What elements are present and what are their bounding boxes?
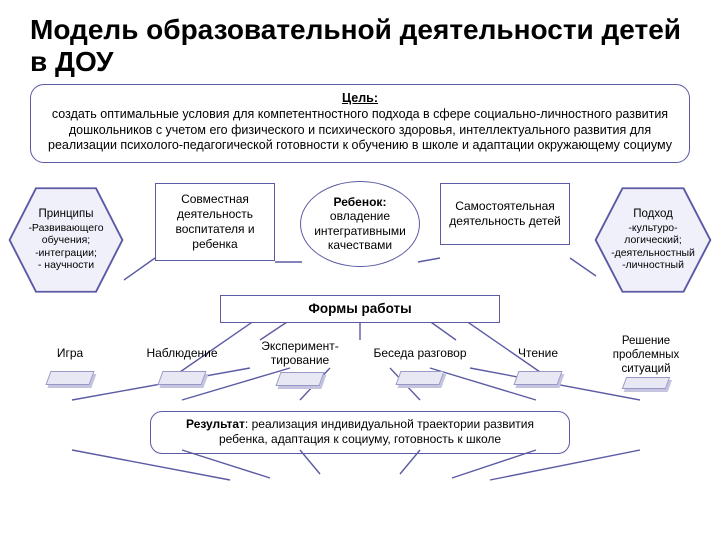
form-item-play: Игра [30,339,110,389]
hex-principles-title: Принципы [10,208,122,222]
hex-principles: Принципы -Развивающего обучения; -интегр… [6,185,126,295]
result-box: Результат: реализация индивидуальной тра… [150,411,570,454]
node-joint-activity: Совместная деятельность воспитателя и ре… [155,183,275,261]
node-child-body: овладение интегративными качествами [301,209,419,252]
node-child-title: Ребенок: [301,195,419,209]
forms-row: Игра Наблюдение Эксперимент- тирование Б… [0,335,720,407]
card-icon [275,372,324,386]
form-item-problem-solving: Решение проблемных ситуаций [596,339,696,389]
card-icon [513,371,562,385]
node-self-activity-text: Самостоятельная деятельность детей [447,199,563,229]
node-joint-activity-text: Совместная деятельность воспитателя и ре… [162,192,268,252]
hex-approach-body: -культуро- логический; -деятельностный -… [596,222,710,272]
form-item-experiment: Эксперимент- тирование [245,339,355,389]
goal-label: Цель: [342,91,378,105]
page-title: Модель образовательной деятельности дете… [0,0,720,82]
result-text: : реализация индивидуальной траектории р… [219,417,534,446]
form-label: Решение проблемных ситуаций [596,339,696,373]
card-icon [395,371,444,385]
form-label: Беседа разговор [373,339,466,367]
node-self-activity: Самостоятельная деятельность детей [440,183,570,245]
goal-box: Цель: создать оптимальные условия для ко… [30,84,690,163]
goal-text: создать оптимальные условия для компетен… [45,107,675,154]
hex-principles-body: -Развивающего обучения; -интеграции; - н… [10,222,122,272]
form-label: Эксперимент- тирование [261,339,339,368]
result-label: Результат [186,417,245,431]
form-label: Наблюдение [146,339,217,367]
hex-approach-title: Подход [596,208,710,222]
card-icon [157,371,206,385]
hex-approach: Подход -культуро- логический; -деятельно… [592,185,714,295]
form-item-reading: Чтение [498,339,578,389]
card-icon [622,377,670,389]
forms-box: Формы работы [220,295,500,323]
form-item-conversation: Беседа разговор [370,339,470,389]
form-label: Чтение [518,339,558,367]
node-child: Ребенок: овладение интегративными качест… [300,181,420,267]
form-item-observation: Наблюдение [132,339,232,389]
middle-row: Принципы -Развивающего обучения; -интегр… [0,165,720,335]
card-icon [45,371,94,385]
form-label: Игра [57,339,83,367]
